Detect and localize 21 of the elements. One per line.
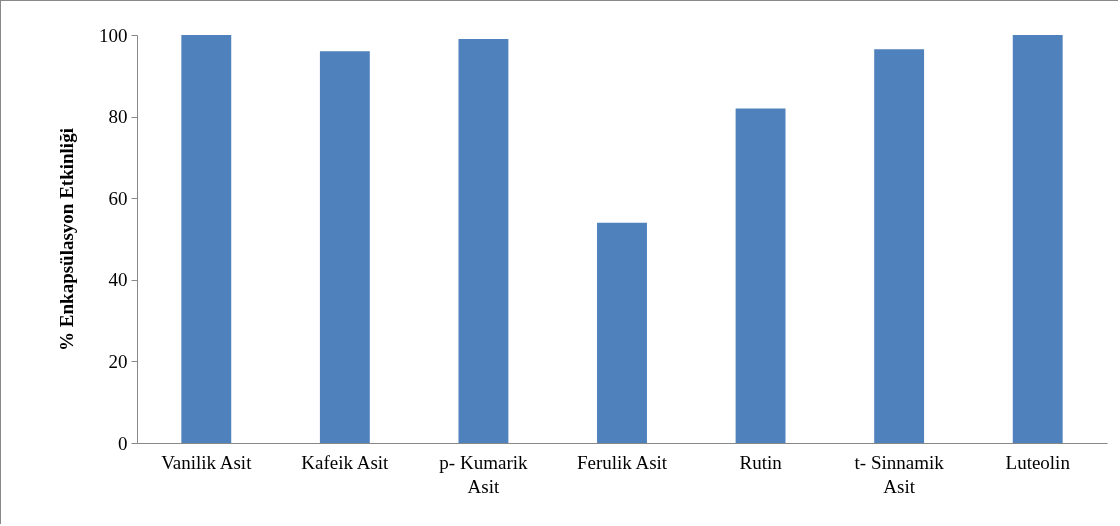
x-tick-label: p- Kumarik Asit	[439, 451, 528, 497]
y-tick-label: 40	[108, 269, 128, 291]
y-tick-label: 80	[108, 106, 128, 128]
y-axis-title: % Enkapsülasyon Etkinliği	[56, 128, 77, 351]
bar	[597, 222, 647, 443]
x-tick-label: Ferulik Asit	[576, 451, 668, 473]
y-tick-label: 100	[99, 24, 128, 46]
y-tick-label: 20	[108, 350, 128, 372]
x-tick-label: Kafeik Asit	[301, 451, 390, 473]
x-tick-label: Rutin	[739, 451, 783, 473]
bar	[874, 49, 925, 443]
bar	[458, 39, 509, 443]
bar	[319, 51, 370, 443]
x-tick-label: Luteolin	[1005, 451, 1071, 473]
x-tick-label: t- Sinnamik Asit	[854, 451, 945, 497]
y-tick-label: 60	[108, 187, 128, 209]
bar	[1012, 35, 1063, 443]
bar	[735, 108, 786, 443]
x-tick-label: Vanilik Asit	[161, 451, 253, 473]
bar	[181, 35, 232, 443]
y-tick-label: 0	[118, 432, 128, 454]
